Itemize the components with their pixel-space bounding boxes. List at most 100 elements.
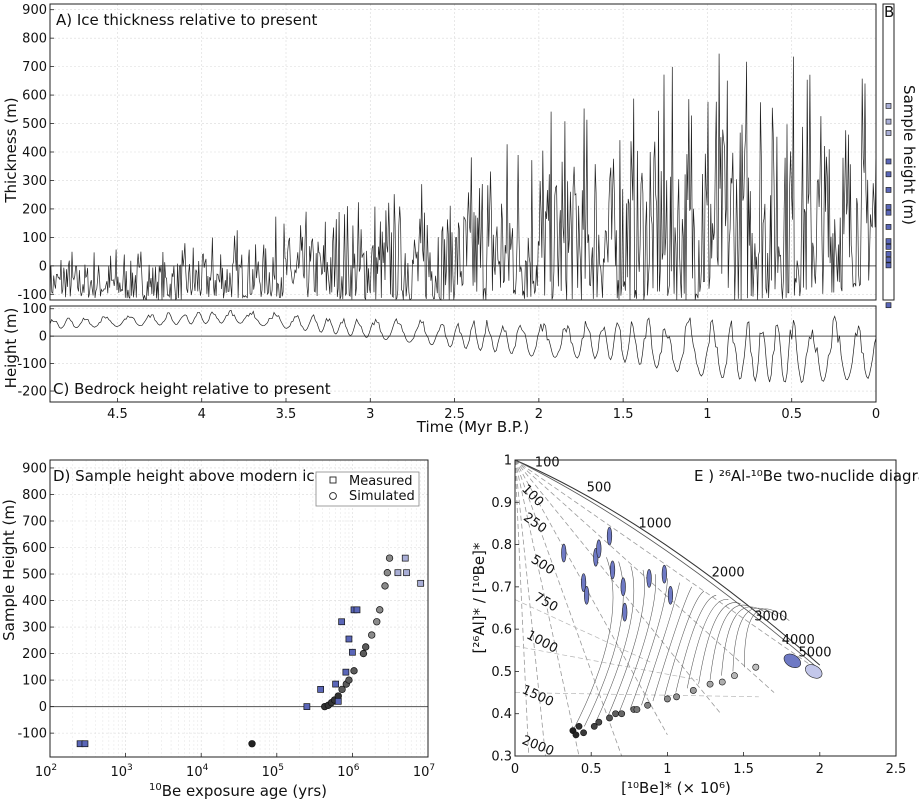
panel-e-simulated-point: [752, 663, 760, 671]
panel-c-x-tick-label: 1: [703, 407, 711, 422]
panel-b-sample-marker: [885, 204, 892, 210]
panel-d-x-tick-base: 10: [337, 765, 354, 780]
panel-d-measured-point: [332, 680, 339, 688]
panel-e-erosion-label: 2000: [520, 733, 556, 759]
panel-b-sample-marker: [885, 238, 892, 245]
panel-e-erosion-line: [514, 459, 530, 757]
panel-e-erosion-line: [514, 459, 546, 757]
panel-b-frame: [882, 3, 895, 301]
panel-e-points: [561, 526, 823, 739]
panel-b-sample-marker: [885, 187, 892, 193]
panel-c-x-tick-label: 3.5: [276, 407, 297, 422]
panel-d-measured-point: [338, 618, 345, 626]
panel-d-x-label: 10Be exposure age (yrs): [149, 782, 327, 800]
panel-e-measured-ellipse: [805, 664, 823, 679]
panel-e-simulated-trajectory: [709, 604, 753, 680]
panel-d-y-tick-label: 400: [22, 594, 47, 609]
panel-d-measured-point: [353, 606, 361, 614]
panel-e-burial-label: 3000: [754, 610, 787, 625]
panel-e-y-tick-label: 0.9: [491, 496, 512, 511]
panel-e-erosion-label: 100: [518, 482, 546, 510]
panel-e-simulated-point: [673, 693, 680, 701]
panel-e-title: E ) ²⁶Al-¹⁰Be two-nuclide diagram: [694, 467, 919, 485]
panel-e-x-tick-label: 2.5: [886, 762, 907, 777]
panel-e-simulated-trajectory: [618, 574, 656, 714]
panel-e-simulated-point: [731, 672, 738, 680]
panel-e-y-tick-label: 0.8: [491, 538, 512, 553]
panel-d-measured-point: [345, 635, 353, 643]
panel-e: 10.90.80.70.60.50.40.3 0 0.5 1 1.5 2 2.5 1002…: [470, 454, 919, 798]
panel-d-simulated-point: [383, 569, 392, 577]
panel-d-x-tick-exp: 3: [127, 763, 133, 773]
panel-d-y-tick-label: -100: [17, 727, 47, 742]
panel-e-simulated-point: [664, 695, 671, 703]
panel-e-erosion-label: 250: [520, 510, 549, 537]
panel-e-erosion-line: [514, 459, 668, 736]
panel-a-y-label: Thickness (m): [2, 97, 20, 203]
panel-e-erosion-label: 500: [528, 552, 557, 578]
panel-e-simulated-trajectory: [664, 590, 705, 697]
panel-d-x-tick-exp: 7: [429, 763, 435, 773]
panel-b-sample-marker: [885, 224, 892, 230]
panel-a-y-tick-label: 600: [22, 89, 47, 104]
panel-d-measured-point: [317, 686, 324, 693]
panel-d-measured-point: [394, 569, 402, 577]
panel-d-x-tick-exp: 4: [203, 763, 209, 773]
panel-e-simulated-trajectory: [686, 599, 729, 689]
panel-e-burial-label: 5000: [798, 646, 831, 661]
panel-d-measured-point: [349, 648, 356, 656]
panel-d-y-tick-label: 800: [22, 488, 47, 503]
panel-d-y-tick-label: 700: [22, 514, 47, 529]
panel-e-simulated-point: [618, 710, 626, 718]
panel-d-x-label-text: Be exposure age (yrs): [162, 782, 327, 800]
panel-b-sample-marker: [885, 302, 892, 309]
panel-e-measured-ellipse: [620, 577, 626, 597]
panel-a-y-tick-label: 700: [22, 60, 47, 75]
panel-c-frame: [49, 305, 877, 403]
panel-b-sample-marker: [885, 171, 892, 178]
panel-e-measured-ellipse: [609, 560, 616, 580]
panel-e-simulated-trajectory: [629, 578, 668, 710]
panel-c-title: C) Bedrock height relative to present: [53, 380, 331, 398]
panel-d-simulated-point: [373, 618, 381, 626]
panel-e-y-ticks: 1 0.9 0.8 0.7 0.6 0.5 0.4 0.3: [491, 454, 519, 765]
panel-d-measured-point: [403, 569, 410, 577]
panel-c-x-ticks: 4.5 4 3.5 3 2.5 2 1.5 1 0.5 0: [107, 398, 880, 422]
panel-b-sample-marker: [885, 251, 892, 257]
panel-e-y-tick-label: 1: [504, 454, 512, 469]
panel-d-simulated-point: [350, 667, 358, 675]
panel-e-erosion-line: [514, 459, 722, 714]
panel-e-simulated-trajectory: [652, 586, 693, 702]
panel-d-simulated-point: [376, 606, 384, 614]
panel-d-measured-point: [417, 579, 425, 587]
panel-e-simulated-trajectory: [641, 582, 680, 706]
panel-c-bedrock-trace: [49, 309, 877, 384]
panel-a-y-tick-label: 400: [22, 146, 47, 161]
panel-d-simulated-point: [381, 582, 389, 590]
panel-e-x-tick-label: 0.5: [581, 762, 602, 777]
panel-e-simulated-point: [590, 723, 598, 730]
panel-d-simulated-point: [359, 649, 368, 658]
panel-e-burial-label: 1000: [638, 517, 671, 532]
panel-e-measured-ellipse: [661, 564, 667, 584]
panel-d-x-tick-label: 105: [262, 763, 284, 780]
panel-a-y-tick-label: 200: [22, 202, 47, 217]
panel-c-x-tick-label: 0: [872, 407, 880, 422]
panel-e-y-tick-label: 0.4: [491, 707, 512, 722]
panel-e-y-tick-label: 0.7: [491, 580, 512, 595]
panel-e-isochron-line: [514, 645, 698, 681]
panel-b-sample-marker: [885, 118, 892, 125]
panel-d-y-tick-label: 100: [22, 674, 47, 689]
panel-e-measured-ellipse: [646, 569, 652, 588]
panel-e-x-label: [¹⁰Be]* (× 10⁶): [621, 779, 731, 797]
panel-e-simulated-trajectory: [584, 561, 624, 727]
panel-d-simulated-point: [248, 740, 256, 748]
panel-e-simulated-point: [580, 729, 587, 737]
panel-e-simulated-trajectory: [698, 602, 741, 685]
panel-e-measured-ellipse: [606, 526, 613, 546]
panel-c-y-tick-label: -100: [17, 357, 47, 372]
panel-e-simulated-point: [612, 710, 619, 718]
panel-e-simulated-point: [689, 687, 697, 694]
panel-d-x-tick-base: 10: [35, 765, 52, 780]
panel-d-simulated-point: [345, 676, 353, 684]
